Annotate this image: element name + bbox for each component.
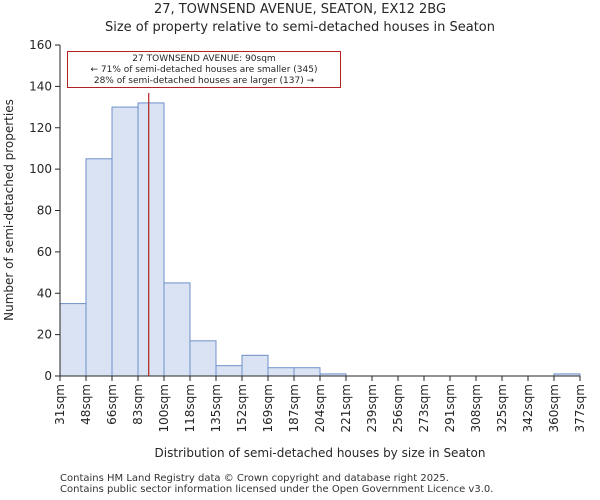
chart-title: 27, TOWNSEND AVENUE, SEATON, EX12 2BG (153, 2, 447, 17)
x-tick-label: 169sqm (261, 384, 275, 432)
y-tick-label: 80 (37, 204, 52, 218)
y-tick-label: 0 (44, 369, 52, 383)
x-tick-label: 273sqm (417, 384, 431, 432)
x-tick-label: 308sqm (469, 384, 483, 432)
x-tick-label: 83sqm (131, 384, 145, 425)
y-tick-label: 120 (29, 121, 52, 135)
histogram-chart: 0 20 40 60 80 100 120 140 160 31sqm 48sqm 66sqm 83sq… (2, 38, 587, 460)
histogram-bar (241, 354, 269, 377)
histogram-bar (189, 340, 217, 377)
annotation-line-3: 28% of semi-detached houses are larger (… (93, 76, 315, 86)
histogram-bar (293, 367, 321, 377)
annotation-line-1: 27 TOWNSEND AVENUE: 90sqm (132, 54, 276, 64)
x-tick-label: 118sqm (183, 384, 197, 432)
y-axis-label: Number of semi-detached properties (2, 99, 16, 321)
x-tick-label: 66sqm (105, 384, 119, 425)
y-tick-label: 160 (29, 38, 52, 52)
histogram-bar (215, 365, 243, 377)
x-tick-label: 342sqm (521, 384, 535, 432)
y-tick-label: 40 (37, 286, 52, 300)
chart-subtitle: Size of property relative to semi-detach… (104, 20, 496, 35)
x-tick-label: 31sqm (53, 384, 67, 425)
annotation-box: 27 TOWNSEND AVENUE: 90sqm ← 71% of semi-… (67, 51, 341, 88)
x-tick-label: 152sqm (235, 384, 249, 432)
x-tick-label: 135sqm (209, 384, 223, 432)
y-tick-label: 60 (37, 245, 52, 259)
x-tick-label: 100sqm (157, 384, 171, 432)
x-tick-label: 204sqm (313, 384, 327, 432)
histogram-bar (111, 106, 139, 377)
histogram-bar (85, 158, 113, 377)
histogram-bar (267, 367, 295, 377)
x-tick-label: 221sqm (339, 384, 353, 432)
x-tick-label: 256sqm (391, 384, 405, 432)
y-tick-label: 140 (29, 79, 52, 93)
x-tick-label: 187sqm (287, 384, 301, 432)
x-tick-label: 291sqm (443, 384, 457, 432)
footer-line-1: Contains HM Land Registry data © Crown c… (60, 473, 449, 484)
histogram-bar (163, 282, 191, 377)
x-tick-label: 48sqm (79, 384, 93, 425)
x-tick-label: 325sqm (495, 384, 509, 432)
x-axis-label: Distribution of semi-detached houses by … (155, 446, 486, 460)
y-tick-label: 100 (29, 162, 52, 176)
y-tick-label: 20 (37, 328, 52, 342)
x-tick-label: 239sqm (365, 384, 379, 432)
footer-line-2: Contains public sector information licen… (60, 484, 494, 495)
histogram-bar (137, 102, 165, 377)
annotation-line-2: ← 71% of semi-detached houses are smalle… (90, 65, 318, 75)
x-tick-label: 377sqm (573, 384, 587, 432)
x-tick-label: 360sqm (547, 384, 561, 432)
histogram-bar (59, 303, 87, 377)
